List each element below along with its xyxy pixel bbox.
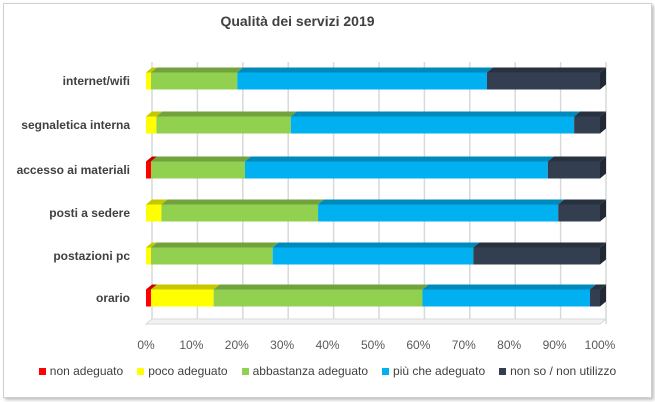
- x-tick-label: 80%: [497, 338, 521, 352]
- bar-side: [600, 242, 606, 265]
- bar-top-1: [146, 199, 168, 205]
- bar-top-2: [161, 199, 325, 205]
- bar-top-3: [422, 284, 597, 290]
- bar-top-3: [318, 199, 565, 205]
- bar-segment: [146, 204, 162, 222]
- bar-top-2: [150, 67, 244, 73]
- bar-segment: [146, 289, 151, 307]
- bar-top-3: [237, 67, 493, 73]
- category-label: postazioni pc: [53, 249, 130, 263]
- bar-side: [600, 199, 606, 222]
- bar-segment: [161, 204, 319, 222]
- x-tick-label: 40%: [316, 338, 340, 352]
- legend-item: non so / non utilizzo: [499, 364, 616, 378]
- bar-segment: [272, 247, 474, 265]
- bar-segment: [547, 161, 600, 179]
- legend-item: più che adeguato: [382, 364, 485, 378]
- legend-swatch: [382, 367, 390, 375]
- x-tick-label: 90%: [543, 338, 567, 352]
- bar-segment: [150, 161, 245, 179]
- bar-top-2: [150, 242, 279, 248]
- bar-top-3: [272, 242, 480, 248]
- x-tick-label: 20%: [225, 338, 249, 352]
- category-label: orario: [96, 291, 130, 305]
- legend-item: non adeguato: [38, 364, 124, 378]
- bar-segment: [237, 72, 487, 90]
- bar-top-4: [574, 111, 606, 117]
- x-tick-label: 0%: [137, 338, 155, 352]
- legend-swatch: [241, 367, 249, 375]
- bar-segment: [290, 116, 575, 134]
- legend-label: poco adeguato: [148, 364, 228, 378]
- chart-floor: [144, 318, 608, 325]
- bar-segment: [486, 72, 600, 90]
- bar-top-1: [150, 284, 220, 290]
- legend-label: non so / non utilizzo: [510, 364, 617, 378]
- bar-side: [600, 111, 606, 134]
- bar-segment: [150, 72, 238, 90]
- x-tick-label: 100%: [585, 338, 616, 352]
- bar-segment: [146, 161, 151, 179]
- bar-segment: [574, 116, 600, 134]
- bar-top-2: [156, 111, 297, 117]
- bar-top-3: [290, 111, 581, 117]
- bar-segment: [150, 289, 214, 307]
- x-tick-label: 60%: [406, 338, 430, 352]
- legend-label: abbastanza adeguato: [252, 364, 369, 378]
- bar-side: [600, 284, 606, 307]
- bar-top-4: [547, 156, 606, 162]
- legend-swatch: [137, 367, 145, 375]
- bar-top-2: [213, 284, 429, 290]
- bar-segment: [244, 161, 548, 179]
- bar-top-3: [244, 156, 554, 162]
- bar-segment: [473, 247, 600, 265]
- bar-segment: [156, 116, 291, 134]
- category-label: posti a sedere: [49, 206, 130, 220]
- bar-top-1: [146, 67, 157, 73]
- x-tick-label: 30%: [270, 338, 294, 352]
- category-label: accesso ai materiali: [17, 163, 130, 177]
- legend-swatch: [38, 367, 46, 375]
- category-label: internet/wifi: [63, 74, 130, 88]
- category-label: segnaletica interna: [21, 118, 130, 132]
- bar-top-2: [150, 156, 251, 162]
- bar-segment: [213, 289, 423, 307]
- bar-segment: [146, 116, 157, 134]
- bar-side: [600, 67, 606, 90]
- bar-segment: [590, 289, 600, 307]
- bar-top-0: [146, 284, 157, 290]
- legend: non adeguato poco adeguato abbastanza adeg…: [0, 364, 655, 378]
- bar-segment: [318, 204, 559, 222]
- legend-swatch: [499, 367, 507, 375]
- legend-label: più che adeguato: [393, 364, 486, 378]
- legend-item: poco adeguato: [137, 364, 228, 378]
- bar-top-4: [473, 242, 606, 248]
- bar-side: [600, 156, 606, 179]
- bar-segment: [146, 247, 151, 265]
- bar-top-4: [558, 199, 606, 205]
- chart-title: Qualità dei servizi 2019: [220, 13, 375, 29]
- x-tick-label: 70%: [452, 338, 476, 352]
- bar-top-1: [146, 111, 163, 117]
- bar-top-4: [590, 284, 606, 290]
- bar-segment: [422, 289, 591, 307]
- legend-label: non adeguato: [49, 364, 124, 378]
- bar-top-4: [486, 67, 606, 73]
- bar-segment: [150, 247, 273, 265]
- bar-segment: [558, 204, 600, 222]
- legend-item: abbastanza adeguato: [241, 364, 369, 378]
- x-tick-label: 10%: [179, 338, 203, 352]
- bar-top-0: [146, 156, 157, 162]
- x-tick-label: 50%: [361, 338, 385, 352]
- bar-segment: [146, 72, 151, 90]
- bar-top-1: [146, 242, 157, 248]
